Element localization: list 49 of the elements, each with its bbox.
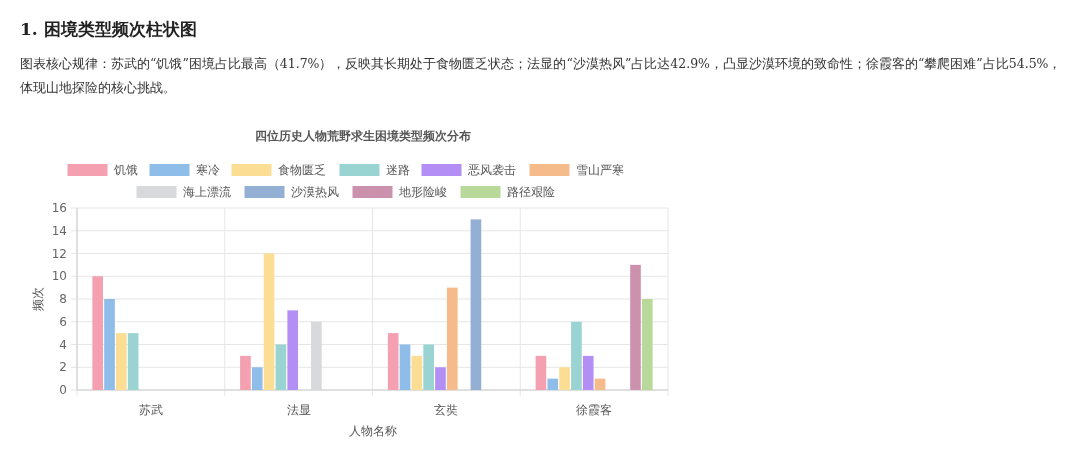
y-tick-label: 12 (51, 246, 67, 261)
x-tick-label: 徐霞客 (576, 403, 613, 417)
x-tick-label: 苏武 (138, 403, 163, 417)
legend-label: 路径艰险 (506, 185, 555, 199)
bar (446, 287, 458, 390)
bar (582, 355, 594, 390)
bar (594, 378, 606, 390)
text: 1. 困境类型频次柱状图 (20, 18, 197, 41)
y-tick-label: 14 (51, 223, 67, 238)
bar (387, 333, 399, 390)
bar (559, 367, 570, 390)
legend-label: 饥饿 (112, 163, 138, 177)
bar (104, 299, 115, 390)
bar (399, 344, 411, 390)
bar (251, 367, 263, 390)
chart-title: 四位历史人物荒野求生困境类型频次分布 (254, 129, 471, 143)
bar (571, 321, 582, 390)
bar (411, 355, 423, 390)
bar (435, 367, 446, 390)
legend-label: 海上漂流 (182, 185, 231, 199)
legend-label: 沙漠热风 (290, 185, 339, 199)
text: 图表核心规律：苏武的“饥饿”困境占比最高（41.7%），反映其长期处于食物匮乏状态；法显的“沙漠热风”占比达42.9%，凸显沙漠环境的致命性；徐霞客的“攀爬困难”占比54.5%，体现山地探险的核心挑战。 (20, 55, 1063, 97)
bar (263, 253, 275, 390)
legend-label: 雪山严寒 (575, 163, 624, 177)
bar (535, 355, 547, 390)
bar (423, 344, 434, 390)
bar (116, 333, 127, 390)
x-tick-label: 玄奘 (434, 403, 459, 417)
y-tick-label: 16 (51, 201, 67, 215)
bar (547, 378, 559, 390)
bar (275, 344, 287, 390)
legend-label: 地形险峻 (397, 185, 447, 199)
legend-label: 迷路 (385, 163, 410, 177)
bar (240, 355, 251, 390)
x-tick-label: 法显 (286, 403, 311, 417)
legend-label: 寒冷 (195, 163, 220, 177)
legend-label: 恶风袭击 (466, 163, 516, 177)
y-tick-label: 6 (59, 314, 67, 329)
y-axis-title: 频次 (31, 287, 45, 311)
bar (287, 310, 299, 390)
bar (92, 276, 103, 390)
bar (127, 333, 139, 390)
y-tick-label: 8 (59, 292, 67, 306)
y-tick-label: 4 (59, 337, 67, 352)
y-tick-label: 10 (51, 269, 67, 284)
y-tick-label: 2 (59, 360, 67, 375)
x-axis-title: 人物名称 (348, 424, 397, 438)
legend-label: 食物匮乏 (277, 163, 326, 177)
y-tick-label: 0 (59, 383, 67, 397)
